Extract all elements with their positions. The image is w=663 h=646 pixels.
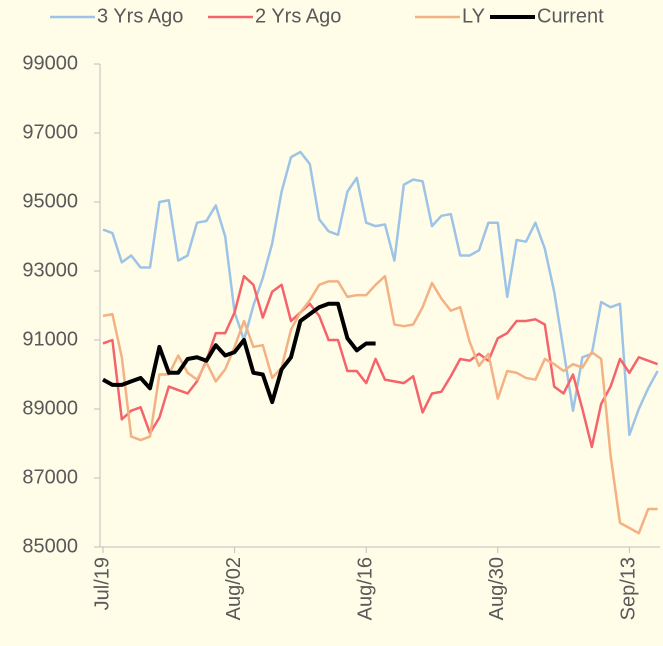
y-tick-label: 95000 [22, 190, 78, 212]
x-tick-label: Sep/13 [618, 557, 640, 620]
legend-label: LY [462, 5, 485, 27]
x-tick-label: Aug/16 [354, 557, 376, 620]
y-tick-label: 91000 [22, 328, 78, 350]
x-tick-label: Aug/02 [223, 557, 245, 620]
series-line [102, 301, 376, 405]
x-tick-label: Jul/19 [91, 557, 113, 610]
series-line [102, 274, 658, 535]
series-line [102, 274, 659, 449]
y-tick-label: 89000 [22, 397, 78, 419]
y-tick-label: 87000 [22, 466, 78, 488]
legend-label: Current [537, 5, 604, 27]
legend-label: 2 Yrs Ago [255, 5, 341, 27]
y-tick-label: 99000 [22, 52, 78, 74]
y-tick-label: 85000 [22, 535, 78, 557]
y-tick-label: 93000 [22, 259, 78, 281]
legend-label: 3 Yrs Ago [97, 5, 183, 27]
series-line [102, 150, 659, 437]
y-tick-label: 97000 [22, 121, 78, 143]
x-tick-label: Aug/30 [486, 557, 508, 620]
